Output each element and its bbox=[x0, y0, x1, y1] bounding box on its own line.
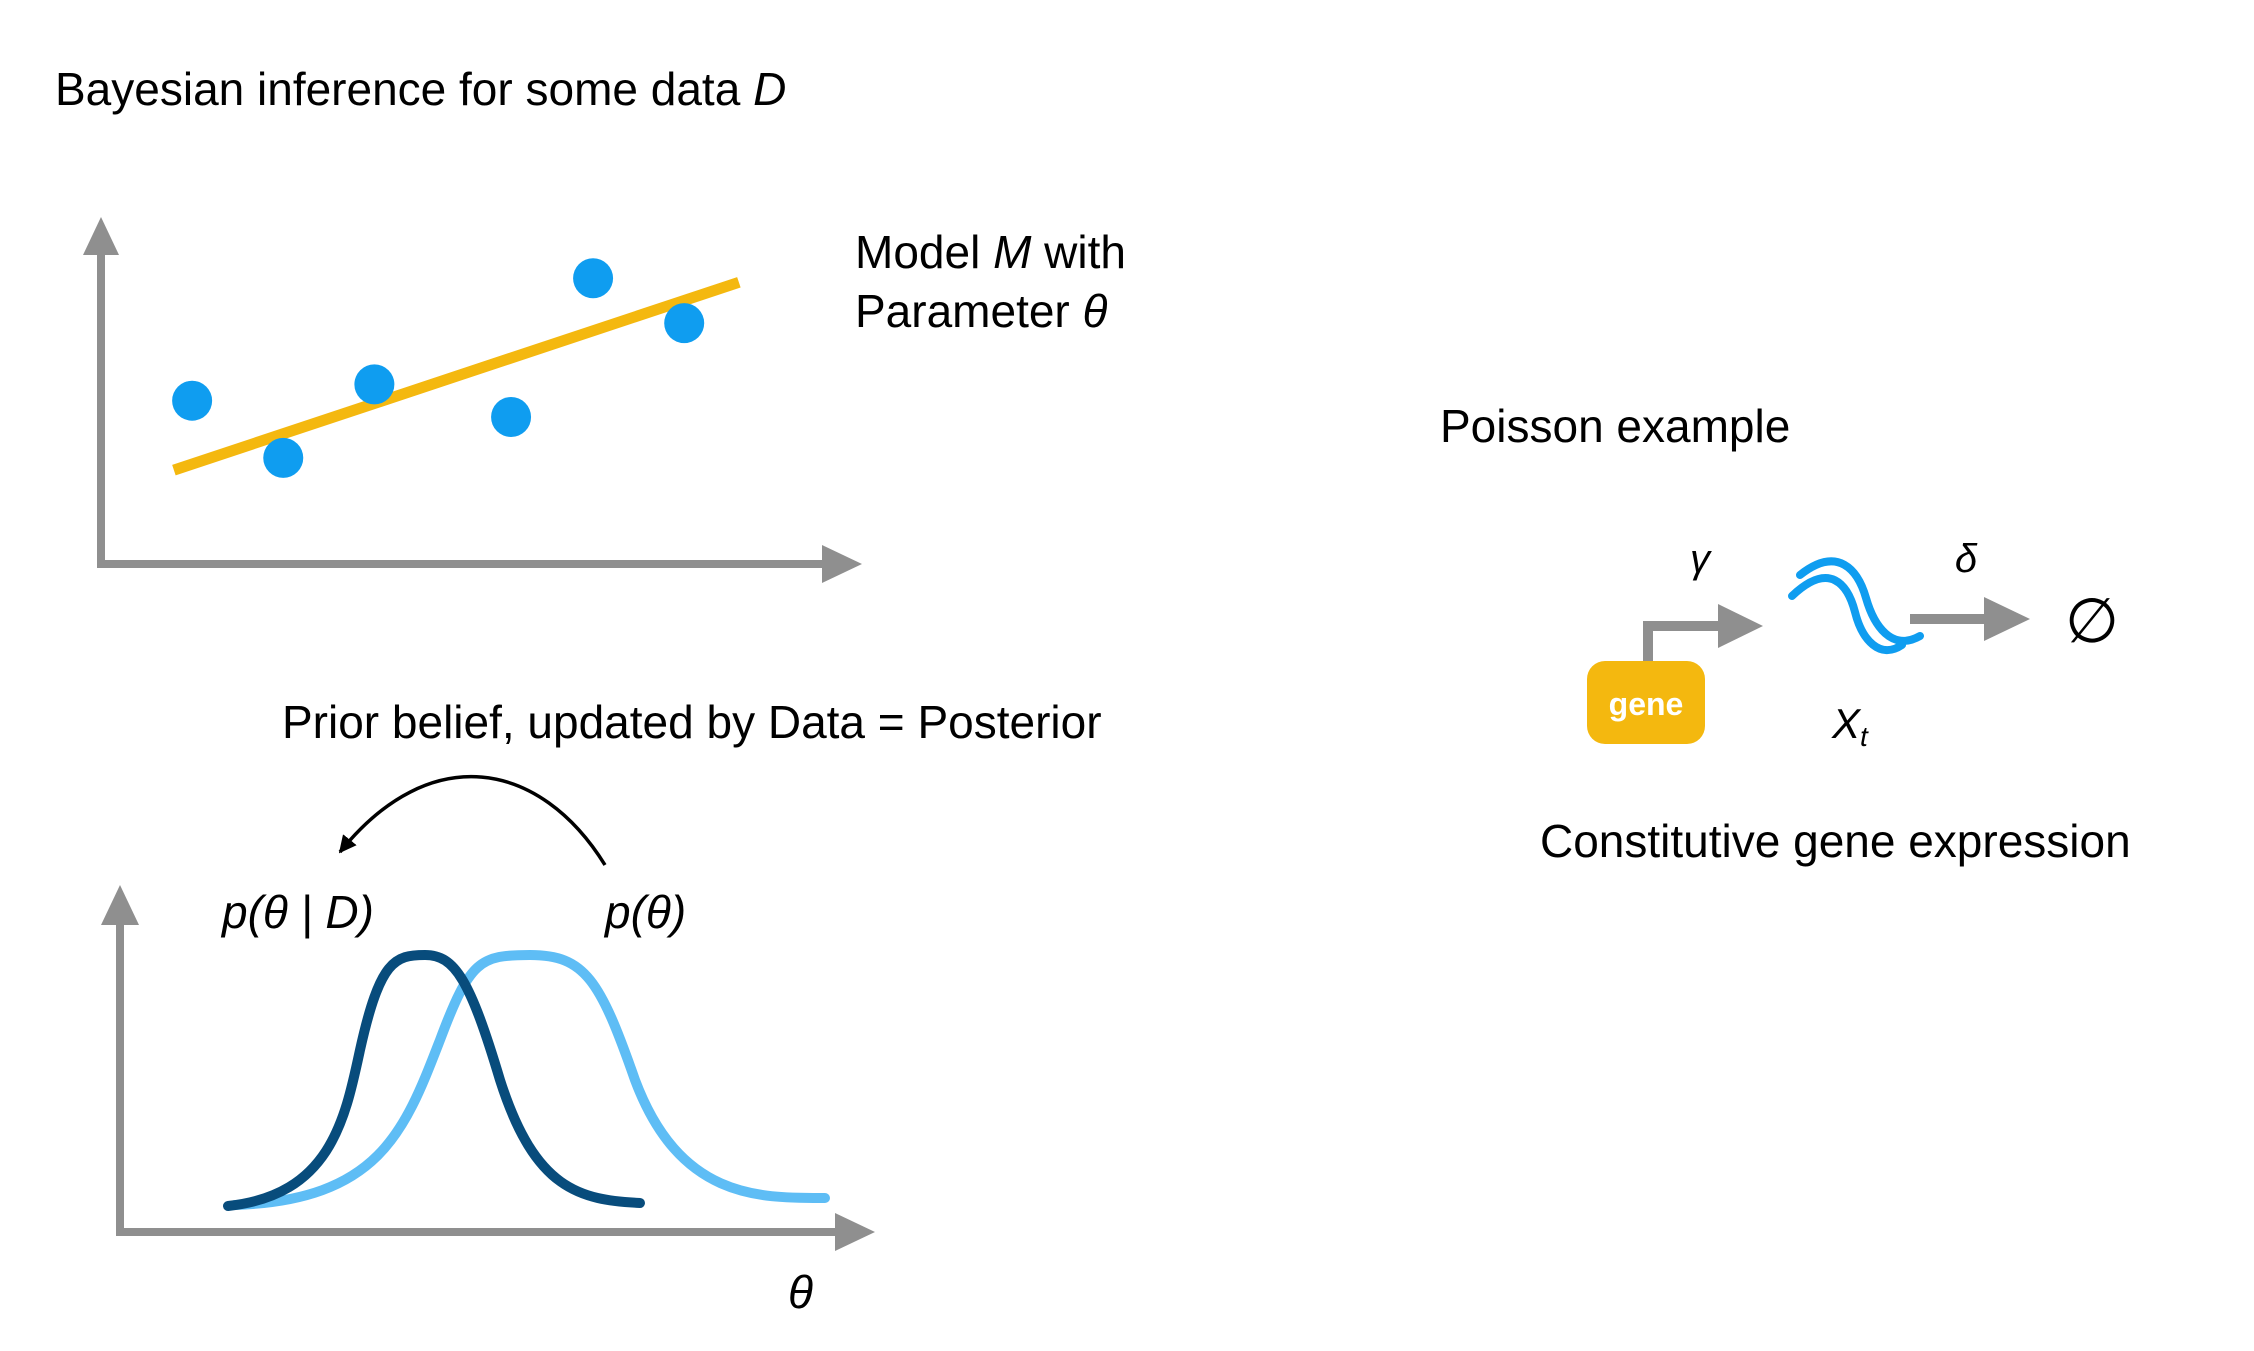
rate-gamma: γ bbox=[1690, 537, 1712, 581]
gene-box bbox=[1587, 661, 1705, 744]
empty-set-symbol: ∅ bbox=[2065, 587, 2119, 656]
x-axis-arrowhead bbox=[822, 545, 862, 583]
posterior-label: p(θ | D) bbox=[220, 886, 374, 938]
y-axis-arrowhead bbox=[83, 217, 119, 255]
gene-expression-caption: Constitutive gene expression bbox=[1540, 815, 2131, 867]
gene-label: gene bbox=[1609, 686, 1684, 722]
model-label-line1: Model M with bbox=[855, 226, 1126, 278]
y-axis-arrowhead bbox=[101, 885, 139, 925]
data-point bbox=[354, 364, 395, 405]
x-axis-arrowhead bbox=[835, 1213, 875, 1251]
data-point bbox=[263, 437, 304, 478]
theta-axis-label: θ bbox=[788, 1266, 813, 1318]
rate-delta: δ bbox=[1955, 537, 1978, 581]
promoter-arrowhead bbox=[1718, 604, 1763, 648]
distribution-plot bbox=[101, 885, 875, 1251]
regression-plot bbox=[83, 217, 862, 583]
degradation-arrowhead bbox=[1984, 597, 2030, 641]
data-point bbox=[664, 303, 705, 344]
prior-curve bbox=[230, 949, 830, 1210]
data-point bbox=[491, 397, 532, 438]
poisson-title: Poisson example bbox=[1440, 400, 1790, 452]
data-point bbox=[172, 380, 213, 421]
posterior-curve bbox=[223, 949, 645, 1211]
update-caption: Prior belief, updated by Data = Posterio… bbox=[282, 696, 1102, 748]
prior-label: p(θ) bbox=[603, 886, 686, 938]
update-arrow bbox=[338, 774, 607, 866]
gene-expression-diagram: gene γ Xt δ ∅ bbox=[1587, 537, 2119, 752]
mrna-icon bbox=[1788, 574, 1906, 655]
species-label: Xt bbox=[1831, 700, 1869, 752]
mrna-icon bbox=[1796, 557, 1924, 645]
top-title: Bayesian inference for some data D bbox=[55, 63, 786, 115]
model-label-line2: Parameter θ bbox=[855, 285, 1108, 337]
data-point bbox=[573, 258, 614, 299]
regression-line bbox=[172, 277, 741, 476]
promoter-line bbox=[1643, 621, 1722, 665]
